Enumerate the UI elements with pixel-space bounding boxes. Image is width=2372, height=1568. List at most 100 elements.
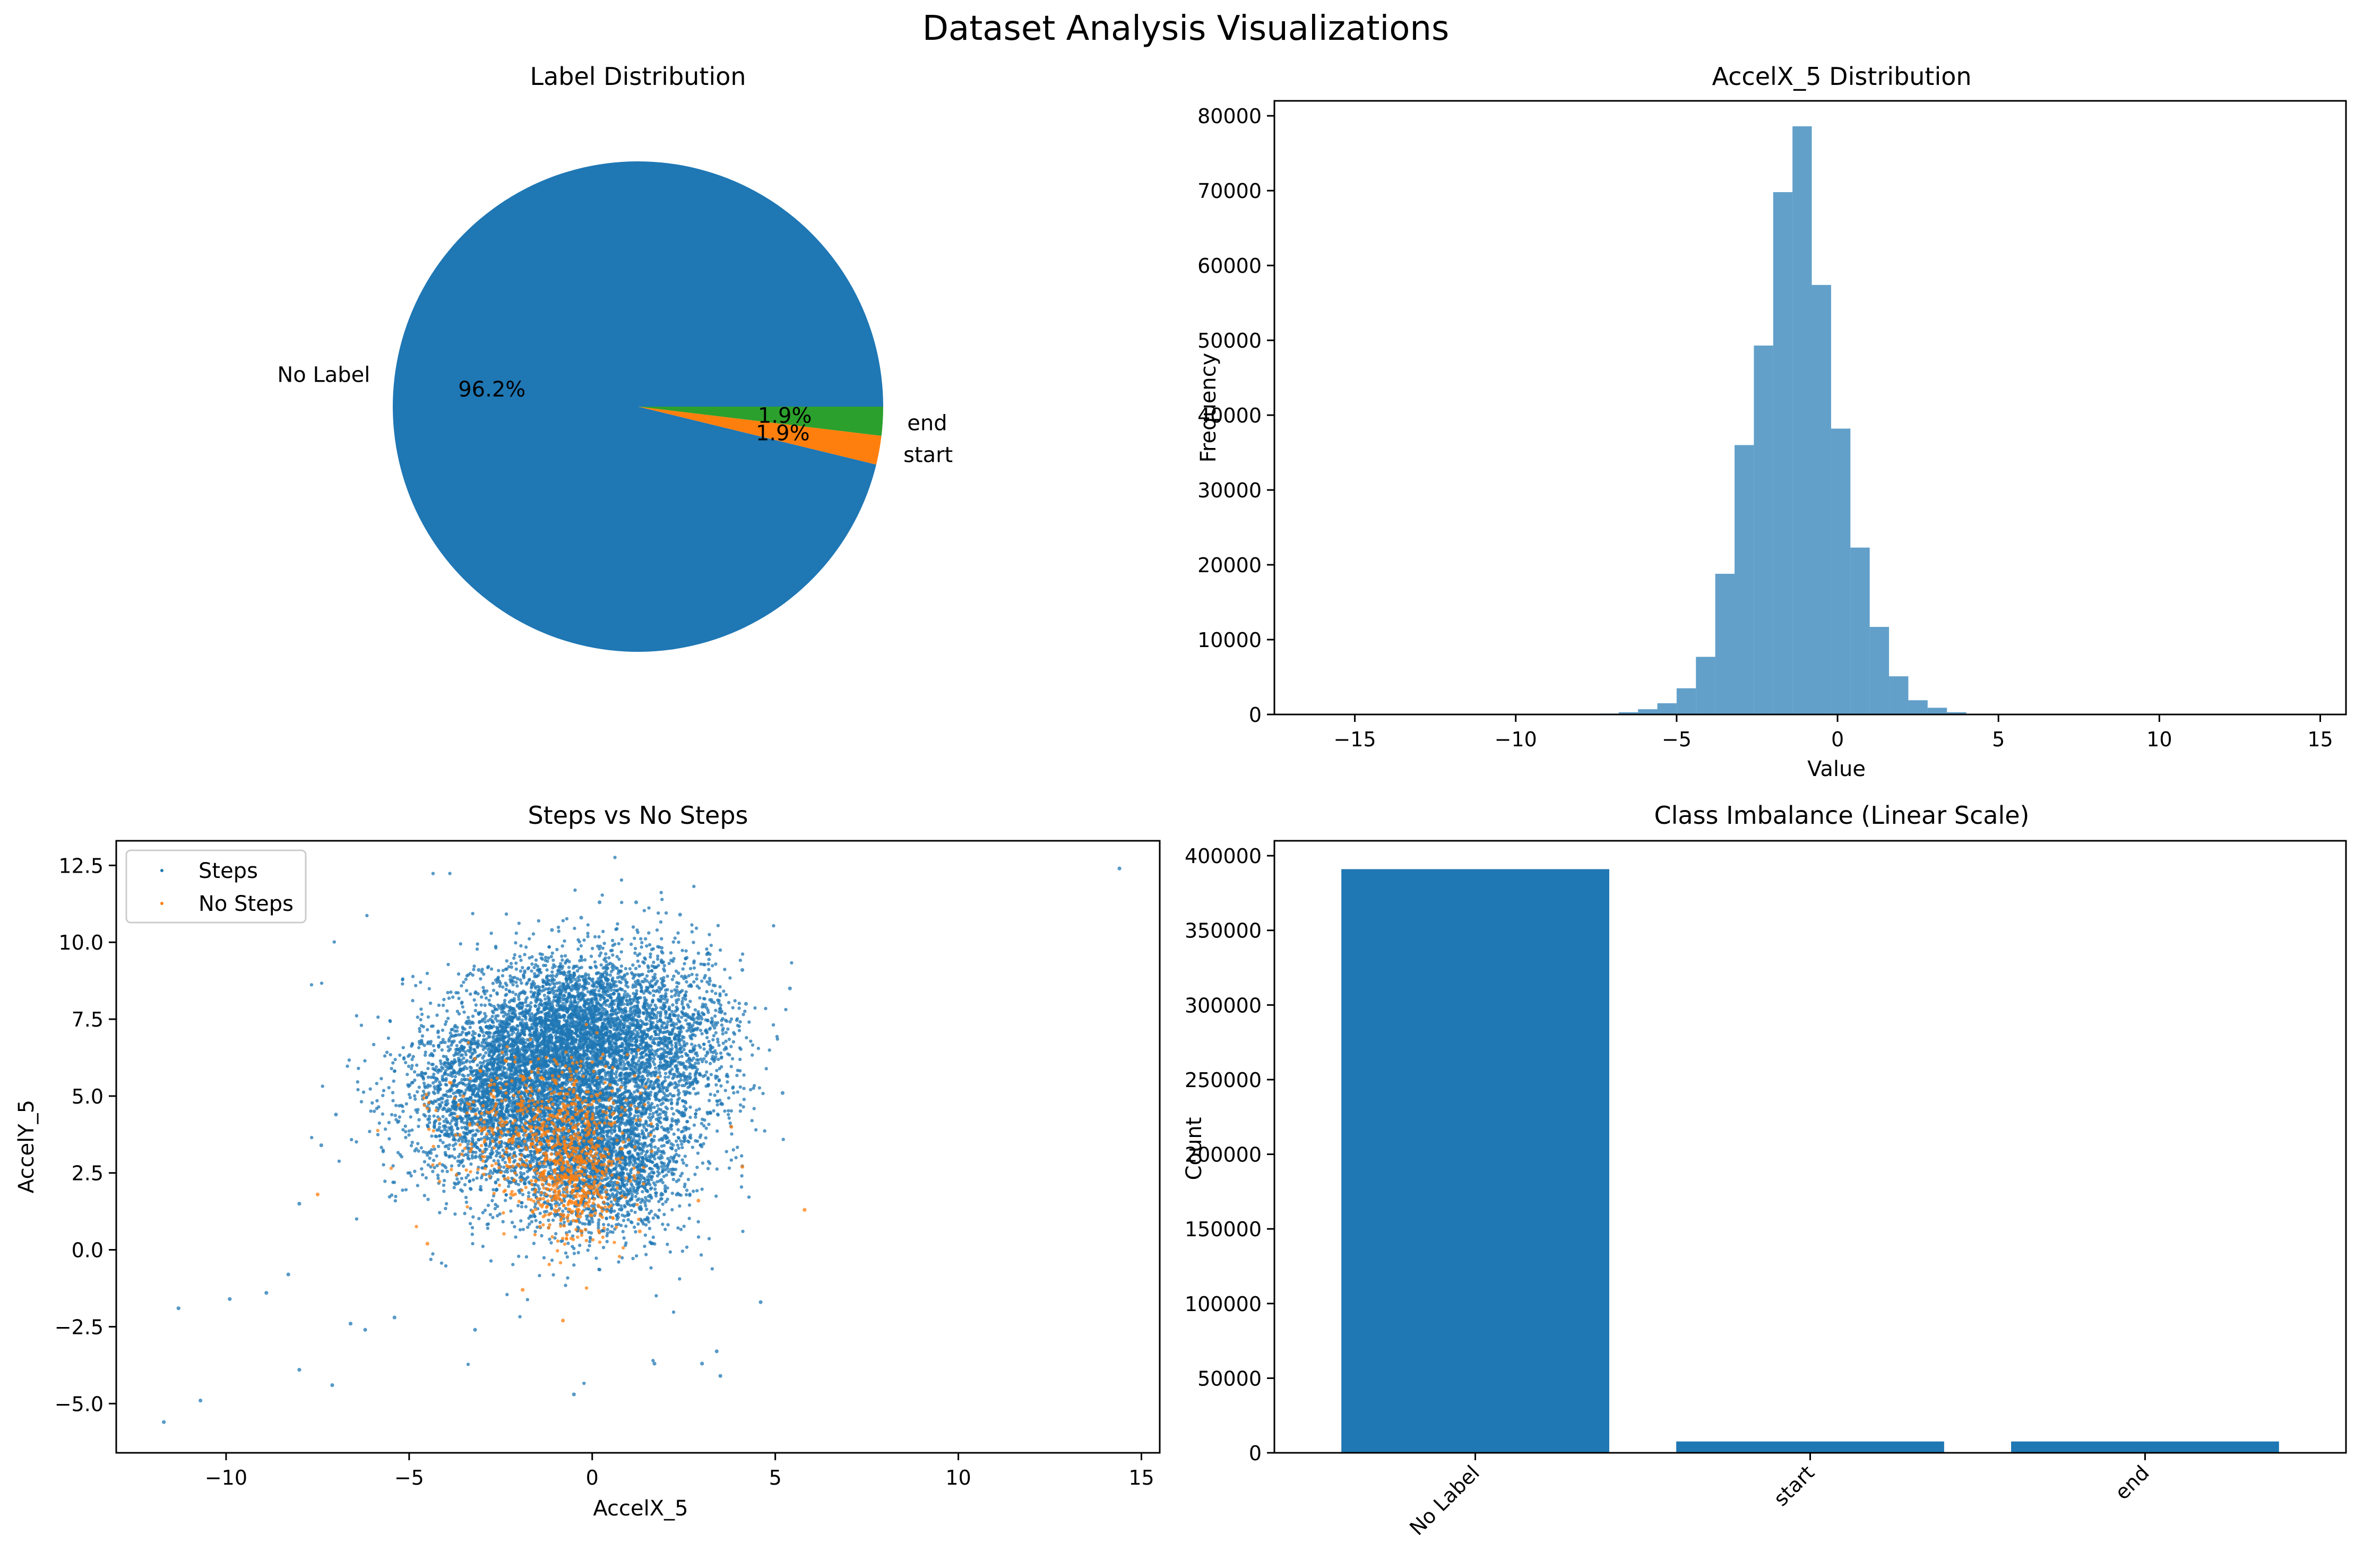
hist-xlabel: Value: [1807, 757, 1866, 781]
scatter-point: [548, 1008, 551, 1012]
scatter-point: [534, 1033, 538, 1037]
scatter-point: [398, 1053, 402, 1057]
scatter-point: [486, 1226, 490, 1230]
scatter-point: [455, 1044, 459, 1048]
scatter-point: [377, 1121, 381, 1125]
scatter-point: [553, 964, 557, 968]
scatter-point: [573, 977, 577, 981]
scatter-point: [410, 1128, 414, 1132]
scatter-point: [579, 944, 583, 947]
scatter-point: [580, 1035, 583, 1038]
scatter-point: [575, 969, 580, 973]
scatter-point: [497, 1053, 501, 1056]
scatter-point: [489, 967, 494, 971]
scatter-point: [632, 1023, 636, 1027]
scatter-point: [586, 1007, 590, 1011]
scatter-point: [502, 1165, 506, 1169]
scatter-point: [580, 997, 584, 1001]
scatter-point: [516, 1031, 520, 1035]
scatter-point: [479, 995, 484, 999]
scatter-point: [633, 946, 637, 951]
scatter-point: [438, 1122, 442, 1126]
scatter-point: [611, 968, 615, 971]
scatter-point: [550, 1049, 555, 1053]
scatter-point: [598, 1032, 602, 1036]
scatter-point: [503, 998, 507, 1002]
scatter-point: [519, 1022, 522, 1026]
scatter-point: [556, 1012, 559, 1016]
scatter-point: [447, 1143, 452, 1147]
scatter-point: [513, 953, 517, 957]
scatter-point: [512, 956, 516, 960]
scatter-point: [564, 973, 568, 978]
scatter-point: [491, 1021, 495, 1024]
scatter-point: [605, 1003, 608, 1007]
scatter-point: [462, 980, 465, 984]
hist-bar: [1850, 547, 1870, 714]
scatter-point: [633, 1084, 637, 1088]
scatter-point: [488, 1017, 493, 1021]
scatter-point: [531, 1159, 536, 1163]
scatter-point: [577, 1012, 581, 1016]
scatter-point: [462, 1010, 466, 1014]
scatter-point: [402, 1057, 406, 1061]
scatter-point: [574, 1021, 579, 1025]
scatter-point: [454, 1047, 458, 1052]
scatter-point: [489, 1072, 493, 1076]
hist-xtick-label: 0: [1831, 728, 1844, 751]
scatter-point: [552, 992, 556, 996]
scatter-point: [390, 1113, 394, 1117]
scatter-point: [597, 1011, 600, 1014]
pie-slice-no-label: [392, 161, 883, 652]
scatter-point: [477, 1054, 480, 1058]
scatter-point: [582, 938, 586, 942]
scatter-point: [393, 1199, 398, 1203]
scatter-point: [510, 979, 514, 983]
scatter-point: [585, 1045, 589, 1048]
scatter-point: [625, 999, 629, 1003]
scatter-point: [502, 1014, 506, 1018]
scatter-point: [442, 1093, 445, 1097]
scatter-point: [623, 989, 627, 994]
scatter-point: [567, 993, 571, 996]
scatter-point: [577, 966, 581, 970]
scatter-point: [590, 978, 593, 982]
scatter-point: [550, 1004, 555, 1007]
scatter-point: [615, 967, 619, 970]
scatter-point: [438, 1134, 442, 1138]
scatter-point: [549, 954, 553, 959]
scatter-point: [653, 1066, 658, 1070]
scatter-point: [586, 990, 590, 994]
scatter-point: [610, 949, 614, 952]
scatter-point: [591, 1057, 595, 1062]
hist-bars: [1580, 126, 1986, 715]
scatter-point: [538, 992, 541, 996]
scatter-point: [475, 1128, 479, 1132]
scatter-point: [432, 1114, 436, 1118]
scatter-point: [462, 1046, 466, 1050]
scatter-point: [488, 1035, 491, 1039]
pie-slice-end: [638, 407, 883, 436]
scatter-point: [552, 995, 556, 999]
scatter-point: [740, 952, 745, 956]
scatter-point: [539, 1021, 543, 1026]
scatter-point: [508, 1074, 513, 1078]
scatter-point: [555, 981, 559, 985]
scatter-point: [575, 1005, 579, 1009]
scatter-point: [501, 985, 505, 989]
scatter-point: [524, 1023, 528, 1027]
pie-pct-label: 1.9%: [756, 421, 810, 445]
scatter-point: [484, 1051, 488, 1055]
scatter-point: [633, 1028, 636, 1032]
scatter-point: [391, 1091, 395, 1095]
pie-label: start: [903, 443, 953, 468]
scatter-point: [467, 1157, 471, 1161]
hist-xtick-label: 5: [1992, 728, 2005, 751]
scatter-point: [451, 1041, 454, 1045]
scatter-point: [456, 991, 460, 995]
scatter-point: [568, 1001, 573, 1005]
scatter-point: [551, 973, 555, 978]
scatter-point: [403, 1061, 408, 1065]
scatter-point: [576, 976, 580, 980]
